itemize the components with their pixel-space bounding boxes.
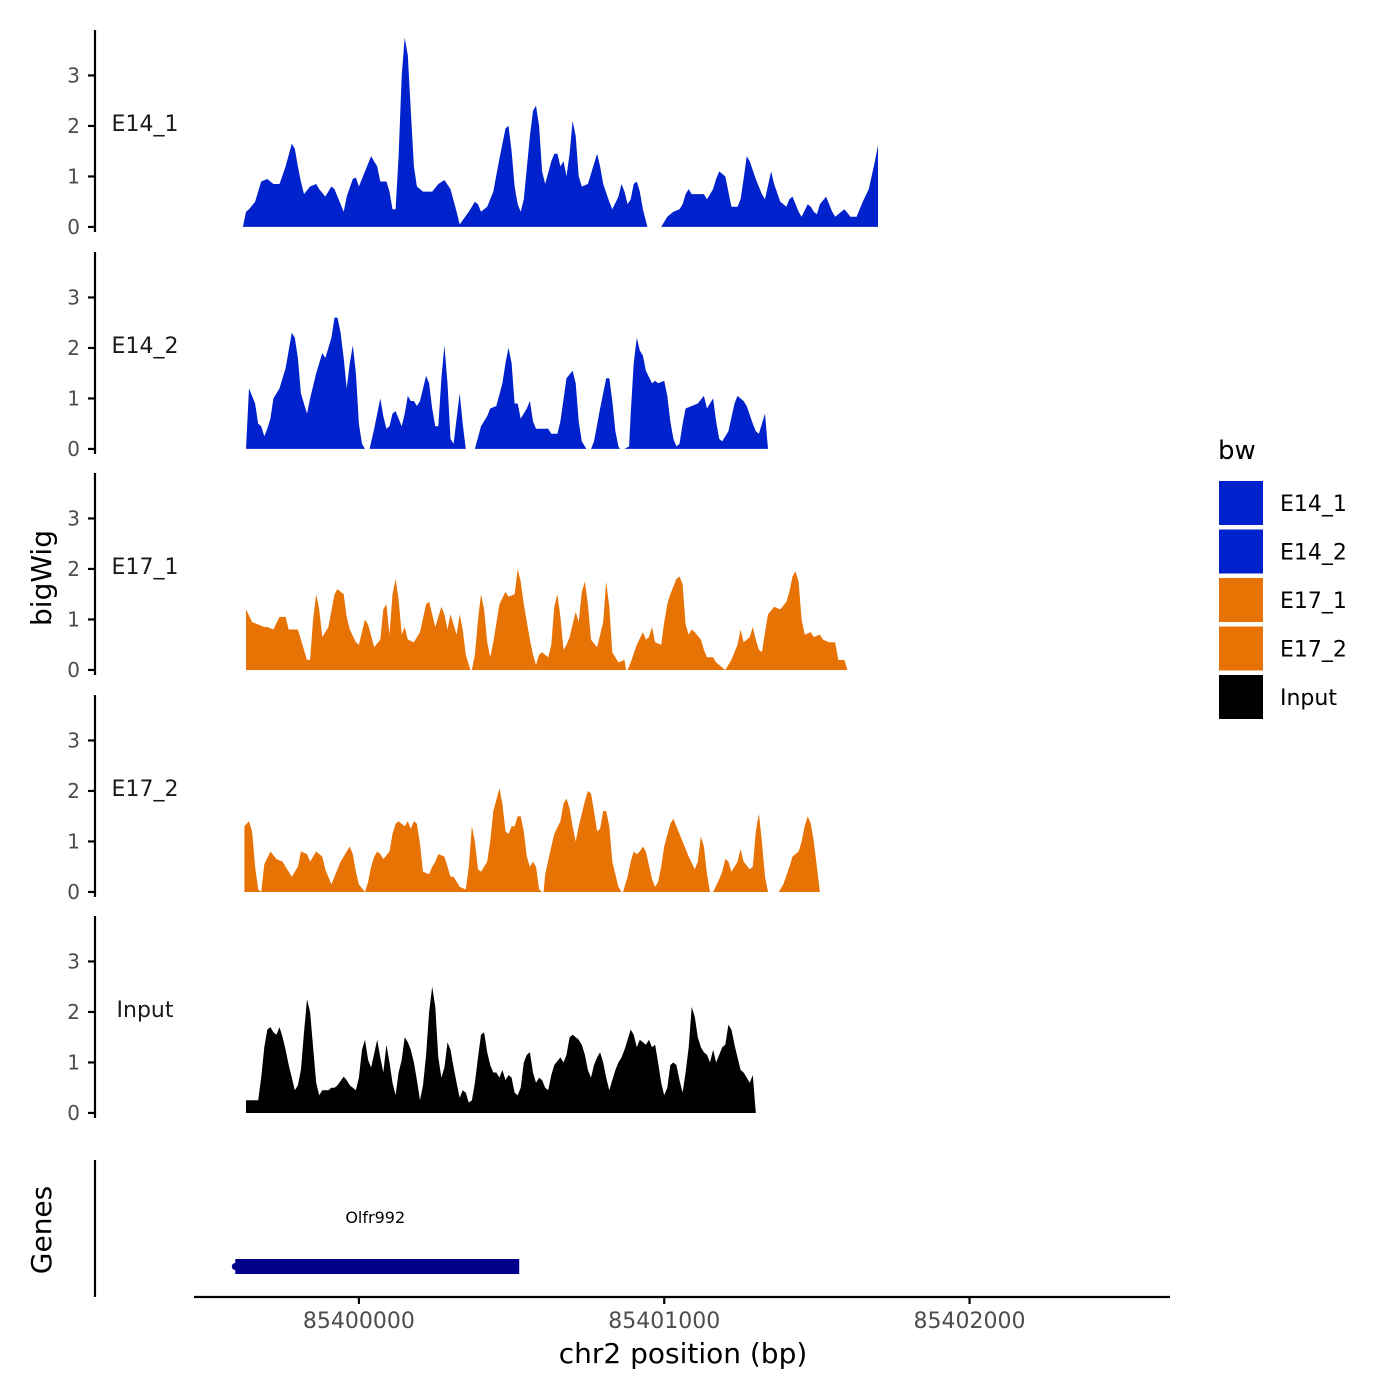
legend-title: bw	[1218, 436, 1256, 466]
gene-label: Olfr992	[345, 1208, 405, 1227]
y-axis-title: bigWig	[25, 530, 58, 626]
y-tick-label: 0	[67, 437, 80, 461]
track-label: E14_1	[112, 112, 179, 137]
track-e17-1: 0 1 2 3 E17_1	[67, 473, 848, 682]
y-tick-label: 3	[67, 506, 80, 530]
y-tick-label: 3	[67, 949, 80, 973]
signal-area-e14-2	[474, 347, 587, 449]
signal-area-e14-1	[242, 37, 648, 227]
signal-area-e17-2	[778, 816, 820, 892]
signal-area-e14-2	[246, 317, 365, 449]
signal-area-e17-1	[627, 576, 726, 670]
legend-label: E14_1	[1280, 492, 1347, 517]
signal-area-e17-2	[713, 813, 768, 892]
y-tick-label: 1	[67, 386, 80, 410]
y-tick-label: 2	[67, 1000, 80, 1024]
x-tick-label: 85401000	[608, 1309, 720, 1334]
track-e14-1: 0 1 2 3 E14_1	[67, 30, 878, 239]
legend-key	[1217, 673, 1265, 721]
signal-area-e14-2	[369, 345, 466, 449]
x-tick-label: 85402000	[914, 1309, 1026, 1334]
legend-key	[1217, 479, 1265, 527]
signal-area-input	[246, 986, 756, 1113]
legend-key	[1217, 527, 1265, 576]
track-label: Input	[117, 998, 174, 1023]
track-label: E17_2	[112, 777, 179, 802]
legend-key	[1217, 576, 1265, 624]
y-tick-label: 3	[67, 63, 80, 87]
signal-area-e17-2	[365, 788, 543, 892]
x-tick-label: 85400000	[303, 1309, 415, 1334]
y-tick-label: 2	[67, 779, 80, 803]
legend-label: E14_2	[1280, 541, 1347, 566]
gene-bar	[235, 1259, 520, 1274]
signal-area-e17-2	[244, 821, 365, 892]
signal-area-e17-2	[623, 818, 710, 892]
y-tick-label: 2	[67, 557, 80, 581]
signal-area-e14-1	[661, 145, 878, 227]
legend-label: E17_1	[1280, 589, 1347, 614]
track-label: E14_2	[112, 334, 179, 359]
signal-area-e14-2	[624, 337, 768, 449]
y-tick-label: 1	[67, 829, 80, 853]
signal-area-e14-2	[591, 378, 620, 449]
signal-area-e17-1	[725, 571, 848, 670]
legend-key	[1217, 624, 1265, 673]
y-tick-label: 1	[67, 164, 80, 188]
signal-area-e17-1	[246, 579, 471, 670]
signal-area-e17-1	[471, 569, 627, 670]
y-tick-label: 0	[67, 1101, 80, 1125]
y-tick-label: 2	[67, 336, 80, 360]
x-axis: 85400000 85401000 85402000	[194, 1295, 1170, 1334]
legend-label: E17_2	[1280, 638, 1347, 663]
y-tick-label: 2	[67, 114, 80, 138]
legend-label: Input	[1280, 686, 1337, 711]
y-tick-label: 1	[67, 1050, 80, 1074]
track-input: 0 1 2 3 Input	[67, 916, 756, 1125]
gene-bar-end	[231, 1263, 239, 1270]
y-tick-label: 3	[67, 285, 80, 309]
signal-area-e17-2	[543, 791, 622, 892]
x-axis-title: chr2 position (bp)	[559, 1337, 808, 1370]
y-tick-label: 0	[67, 658, 80, 682]
y-tick-label: 0	[67, 215, 80, 239]
y-tick-label: 0	[67, 880, 80, 904]
track-label: E17_1	[112, 555, 179, 580]
y-tick-label: 1	[67, 607, 80, 631]
track-e14-2: 0 1 2 3 E14_2	[67, 252, 768, 461]
track-e17-2: 0 1 2 3 E17_2	[67, 695, 820, 904]
genes-axis-title: Genes	[25, 1186, 58, 1274]
bigwig-tracks: 0 1 2 3 E14_1 0 1 2 3 E14_2 0 1 2 3 E17_1 0 1 2 3 E17_2 0 1 2 3…	[67, 30, 878, 1125]
y-tick-label: 3	[67, 728, 80, 752]
legend: bw E14_1 E14_2 E17_1 E17_2 Input	[1217, 436, 1347, 721]
gene-track: Olfr992	[93, 1160, 520, 1297]
